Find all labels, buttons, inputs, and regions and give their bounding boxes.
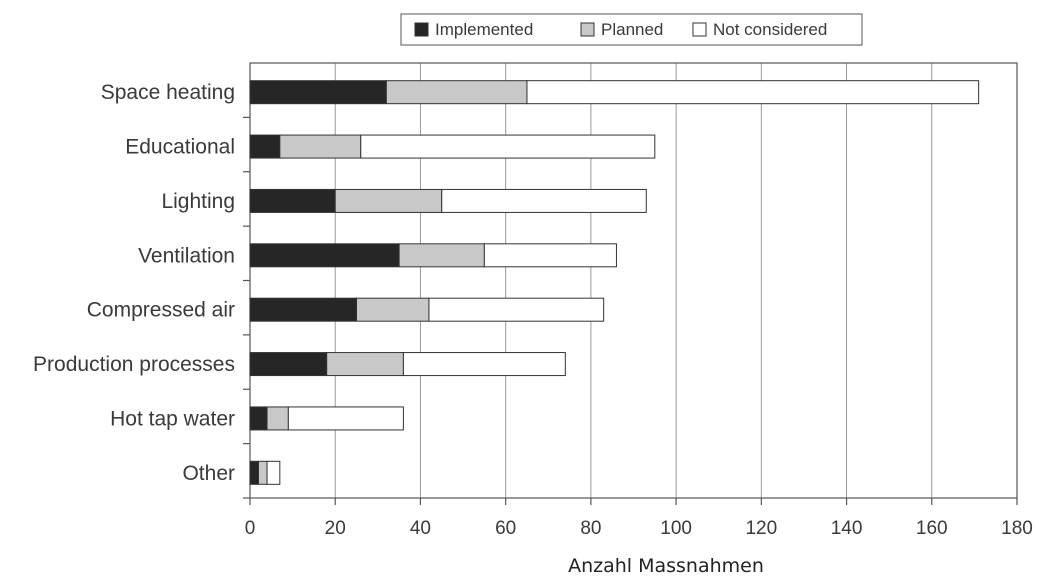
bar-segment-not-considered bbox=[266, 460, 281, 485]
legend-frame bbox=[400, 13, 863, 46]
category-label: Educational bbox=[125, 136, 235, 159]
plot-frame bbox=[249, 62, 1018, 499]
bar-segment-implemented bbox=[249, 460, 260, 485]
legend-label: Implemented bbox=[435, 20, 533, 39]
bar-segment-not-considered bbox=[360, 134, 656, 159]
bar-segment-implemented bbox=[249, 80, 387, 105]
x-tick-label: 180 bbox=[1001, 518, 1033, 539]
legend-swatch bbox=[414, 22, 429, 37]
bar-segment-planned bbox=[258, 460, 268, 485]
bars bbox=[249, 80, 980, 485]
x-tick-label: 140 bbox=[831, 518, 863, 539]
bar-segment-planned bbox=[398, 243, 485, 268]
legend: Implemented Planned Not considered bbox=[400, 13, 863, 46]
legend-swatch bbox=[580, 22, 595, 37]
bar-segment-implemented bbox=[249, 297, 358, 322]
x-tick-label: 0 bbox=[245, 518, 256, 539]
bar-segment-planned bbox=[326, 352, 404, 377]
bar-segment-implemented bbox=[249, 352, 328, 377]
x-tick-label: 20 bbox=[325, 518, 346, 539]
x-axis: 0 20 40 60 80 100 120 140 160 180 bbox=[245, 498, 1033, 539]
x-tick-label: 80 bbox=[580, 518, 601, 539]
category-label: Other bbox=[182, 462, 235, 485]
bar-segment-implemented bbox=[249, 243, 400, 268]
x-tick-label: 100 bbox=[660, 518, 692, 539]
bar-segment-planned bbox=[334, 188, 443, 213]
x-tick-label: 60 bbox=[495, 518, 516, 539]
category-label: Space heating bbox=[101, 81, 235, 104]
category-label: Production processes bbox=[33, 353, 235, 376]
bar-segment-not-considered bbox=[428, 297, 605, 322]
category-label: Ventilation bbox=[138, 244, 235, 267]
x-tick-label: 160 bbox=[916, 518, 948, 539]
bar-segment-implemented bbox=[249, 134, 281, 159]
legend-label: Planned bbox=[601, 20, 663, 39]
category-labels: Space heating Educational Lighting Ventilat… bbox=[33, 81, 250, 499]
x-tick-label: 120 bbox=[745, 518, 777, 539]
category-label: Compressed air bbox=[87, 299, 235, 322]
bar-segment-implemented bbox=[249, 406, 268, 431]
legend-swatch bbox=[692, 22, 707, 37]
x-tick-label: 40 bbox=[410, 518, 431, 539]
bar-segment-not-considered bbox=[526, 80, 980, 105]
category-label: Lighting bbox=[161, 190, 235, 213]
bar-segment-implemented bbox=[249, 188, 336, 213]
bar-segment-planned bbox=[266, 406, 289, 431]
gridlines bbox=[249, 62, 1018, 499]
bar-segment-not-considered bbox=[402, 352, 566, 377]
bar-segment-not-considered bbox=[287, 406, 404, 431]
x-axis-title: Anzahl Massnahmen bbox=[568, 555, 764, 577]
bar-segment-planned bbox=[385, 80, 528, 105]
legend-label: Not considered bbox=[713, 20, 827, 39]
category-label: Hot tap water bbox=[110, 407, 235, 430]
bar-segment-not-considered bbox=[483, 243, 617, 268]
bar-segment-not-considered bbox=[441, 188, 647, 213]
bar-segment-planned bbox=[279, 134, 362, 159]
bar-segment-planned bbox=[356, 297, 430, 322]
